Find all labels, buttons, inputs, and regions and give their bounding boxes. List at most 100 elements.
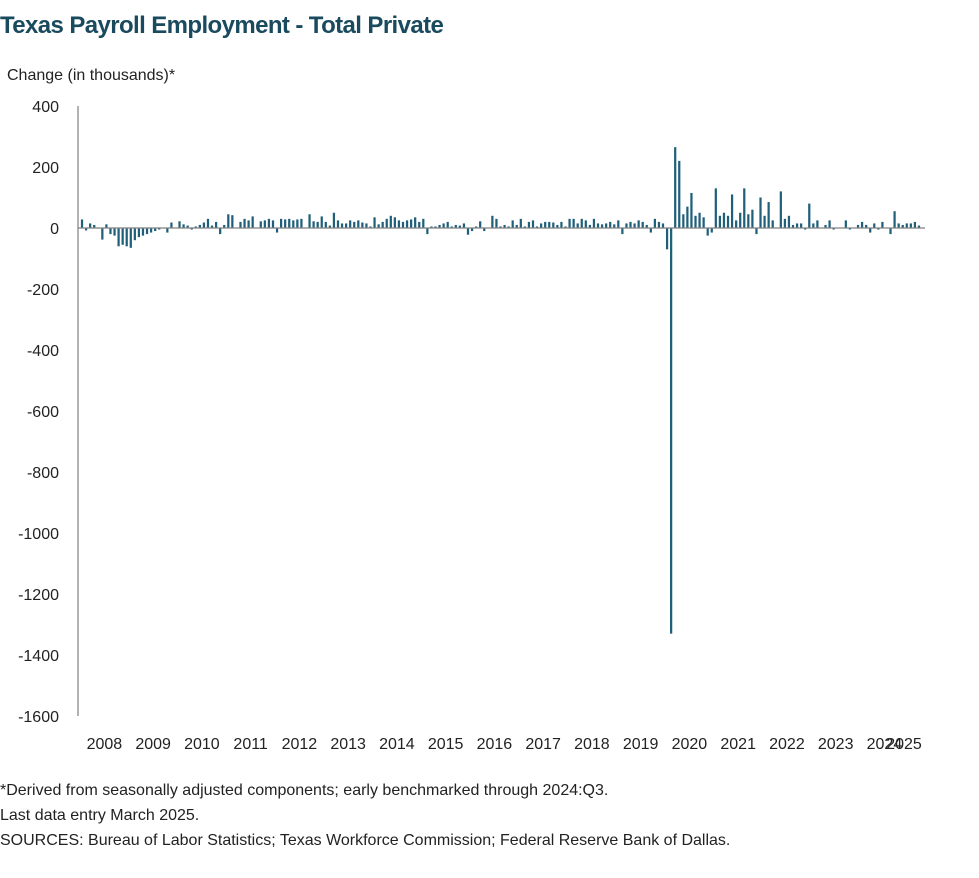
bar [824, 224, 827, 228]
bar [791, 224, 795, 228]
bar [625, 223, 628, 228]
x-tick-label: 2024 [867, 736, 903, 753]
bar [617, 220, 620, 229]
bar [170, 222, 173, 228]
bar [345, 223, 348, 228]
bar [649, 228, 652, 233]
bar [544, 221, 547, 228]
bar [247, 220, 250, 229]
bar [714, 188, 717, 228]
bar [527, 221, 531, 228]
y-tick-label: -1600 [18, 709, 59, 726]
bar [121, 228, 124, 245]
bar [613, 224, 616, 228]
y-tick-label: -200 [27, 282, 59, 299]
y-axis-label: Change (in thousands)* [7, 67, 175, 84]
bar [369, 226, 372, 228]
bar [641, 221, 644, 228]
bar [190, 228, 193, 230]
bar [418, 221, 421, 228]
bar [414, 217, 417, 228]
bar [483, 228, 486, 232]
bar [475, 226, 478, 228]
bar [580, 218, 583, 228]
bar [682, 214, 685, 228]
bar [560, 221, 563, 228]
bar [856, 224, 860, 228]
bar [548, 221, 551, 228]
bar [365, 223, 368, 228]
x-tick-label: 2021 [720, 736, 756, 753]
bar [605, 223, 608, 228]
bar [84, 228, 88, 231]
bar [609, 221, 612, 228]
bar [743, 188, 746, 228]
bar [357, 220, 360, 229]
bar [686, 206, 689, 228]
bar [178, 221, 181, 228]
bar [674, 147, 677, 228]
bar [340, 223, 344, 228]
y-tick-label: -800 [27, 465, 59, 482]
bar [113, 228, 116, 236]
bar [665, 228, 669, 250]
bar [117, 228, 120, 247]
bar [89, 223, 92, 228]
bar [470, 228, 474, 232]
bar [202, 222, 206, 228]
bar [759, 197, 762, 228]
bar [141, 228, 145, 236]
bar [109, 228, 112, 235]
bar [133, 228, 136, 241]
bar [353, 221, 356, 228]
x-tick-label: 2018 [574, 736, 610, 753]
x-tick-label: 2013 [330, 736, 366, 753]
x-tick-label: 2019 [623, 736, 659, 753]
y-tick-label: -1400 [18, 648, 59, 665]
bar [227, 214, 230, 228]
bar [267, 218, 271, 228]
bar [426, 228, 429, 235]
footnote-sources: SOURCES: Bureau of Labor Statistics; Tex… [0, 832, 731, 849]
x-tick-label: 2009 [135, 736, 171, 753]
bar [320, 216, 323, 228]
bar [405, 220, 409, 229]
bar [385, 218, 388, 228]
bar [913, 221, 917, 228]
bar [279, 218, 283, 228]
y-tick-label: -600 [27, 404, 59, 421]
bar [576, 223, 579, 228]
bar [422, 218, 425, 228]
bar [446, 221, 449, 228]
bar [523, 226, 526, 228]
bar [149, 228, 153, 233]
bar [145, 228, 149, 235]
bar [300, 218, 303, 228]
bar [166, 228, 169, 233]
bar [373, 217, 376, 228]
bar [239, 221, 242, 228]
bar [393, 217, 396, 228]
bar [816, 220, 819, 229]
bar [80, 219, 84, 228]
bar [706, 228, 709, 236]
bar [710, 228, 713, 233]
bar [361, 222, 364, 228]
bar [564, 226, 567, 228]
bar [828, 220, 831, 229]
bar [901, 224, 904, 228]
bar [182, 224, 185, 228]
bar [292, 220, 295, 229]
bar [572, 218, 575, 228]
bar [702, 217, 705, 228]
bar [808, 203, 811, 228]
bar [511, 220, 514, 229]
bar [324, 221, 327, 228]
bar [804, 228, 807, 230]
bar [284, 219, 287, 228]
bar [730, 194, 734, 228]
bar [129, 228, 132, 248]
bar [462, 223, 466, 228]
bar [877, 228, 880, 230]
x-tick-label: 2015 [428, 736, 464, 753]
